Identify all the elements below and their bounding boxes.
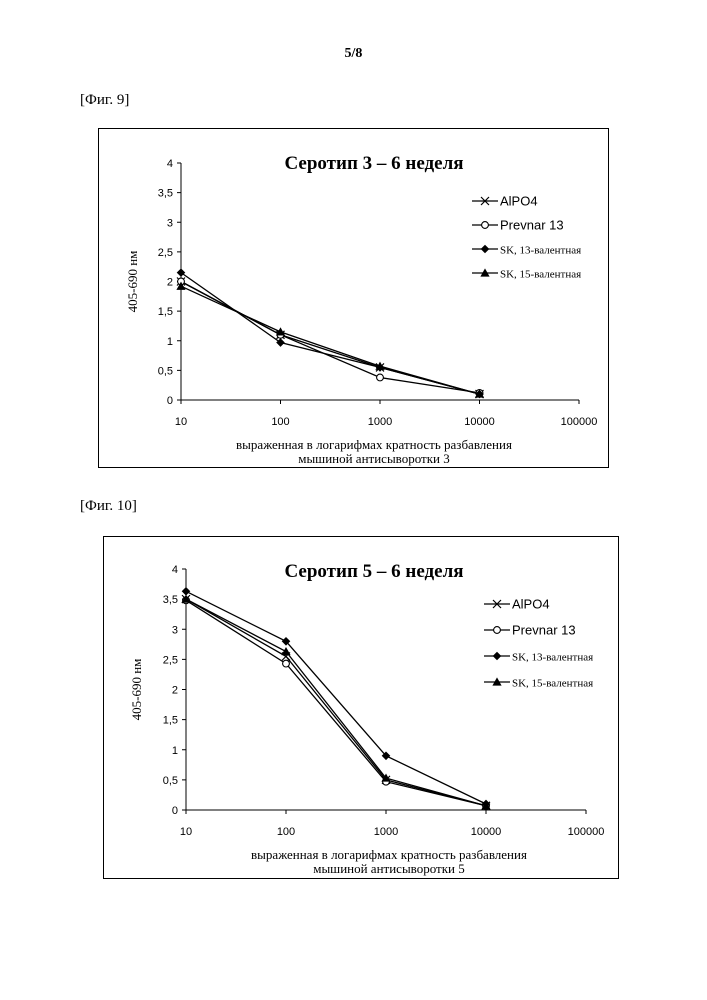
y-axis-label: 405-690 нм (129, 659, 144, 721)
series-line (180, 280, 480, 394)
legend-marker (481, 221, 489, 229)
data-point (475, 389, 484, 399)
legend-item: AlPO4 (472, 194, 538, 209)
series-line (185, 590, 487, 805)
x-axis-label-line2: мышиной антисыворотки 5 (313, 861, 465, 876)
y-tick-label: 3 (172, 624, 178, 636)
page-number: 5/8 (344, 46, 363, 61)
legend-label: SK, 13-валентная (512, 652, 593, 664)
y-tick-label: 0,5 (158, 365, 173, 377)
y-tick-label: 0 (172, 805, 178, 817)
data-point (376, 373, 384, 382)
data-point (176, 281, 186, 290)
series-diamond (176, 268, 484, 399)
y-tick-label: 1 (172, 745, 178, 757)
legend-marker (492, 599, 502, 609)
figure-10-label: [Фиг. 10] (80, 498, 137, 514)
chart-serotype-3-svg: 0 0,5 1 1,5 2 2,5 3 3,5 4 10 100 1000 10000 100000 Сер… (125, 153, 598, 466)
legend-marker (480, 268, 490, 277)
data-point (381, 773, 391, 782)
x-tick-label: 100 (277, 826, 295, 838)
legend-item: Prevnar 13 (484, 623, 576, 638)
y-tick-label: 2 (167, 277, 173, 289)
data-point (375, 363, 385, 372)
series-circle (182, 596, 490, 810)
y-tick-label: 1,5 (158, 306, 173, 318)
legend-label: AlPO4 (500, 194, 538, 209)
chart-title: Серотип 3 – 6 неделя (284, 153, 463, 174)
x-tick-label: 100000 (561, 416, 598, 428)
legend-item: Prevnar 13 (472, 218, 564, 233)
legend-label: AlPO4 (512, 597, 550, 612)
series-line (185, 598, 487, 807)
y-tick-label: 2 (172, 685, 178, 697)
legend-label: SK, 15-валентная (512, 678, 593, 690)
x-tick-label: 1000 (374, 826, 398, 838)
legend-label: Prevnar 13 (512, 623, 576, 638)
x-tick-label: 10000 (464, 416, 495, 428)
legend-item: AlPO4 (484, 597, 550, 612)
data-point (282, 659, 290, 668)
x-axis-label: выраженная в логарифмах кратность разбав… (236, 437, 512, 452)
y-tick-label: 1 (167, 336, 173, 348)
figure-9-label: [Фиг. 9] (80, 92, 130, 108)
legend-label: SK, 13-валентная (500, 245, 581, 257)
series-x (176, 277, 484, 399)
data-point (481, 799, 491, 809)
data-point (275, 327, 286, 336)
data-point (281, 646, 291, 656)
x-tick-label: 10 (175, 416, 187, 428)
series-line (180, 272, 480, 395)
x-axis-label-line2: мышиной антисыворотки 3 (298, 451, 450, 466)
y-tick-label: 3,5 (158, 188, 173, 200)
legend-marker (492, 677, 502, 686)
data-point (276, 338, 285, 347)
y-tick-label: 0,5 (163, 775, 178, 787)
legend-marker (480, 244, 490, 254)
series-diamond (181, 586, 491, 809)
series-line (185, 598, 487, 807)
y-tick-label: 4 (167, 158, 173, 170)
x-tick-label: 100 (271, 416, 289, 428)
chart-title: Серотип 5 – 6 неделя (284, 561, 463, 582)
y-tick-label: 2,5 (163, 654, 178, 666)
x-tick-label: 1000 (368, 416, 392, 428)
legend-item: SK, 13-валентная (472, 245, 581, 257)
legend-label: SK, 15-валентная (500, 269, 581, 281)
x-tick-label: 100000 (568, 826, 605, 838)
y-tick-label: 4 (172, 564, 178, 576)
y-tick-label: 2,5 (158, 247, 173, 259)
series-circle (177, 277, 484, 397)
data-point (381, 751, 391, 761)
x-tick-label: 10 (180, 826, 192, 838)
x-axis-label: выраженная в логарифмах кратность разбав… (251, 847, 527, 862)
data-point (181, 594, 191, 603)
legend-item: SK, 15-валентная (484, 677, 593, 690)
y-tick-label: 0 (167, 395, 173, 407)
chart-serotype-3: 0 0,5 1 1,5 2 2,5 3 3,5 4 10 100 1000 10000 100000 Сер… (98, 128, 609, 468)
series-line (180, 280, 480, 395)
chart-serotype-5: 0 0,5 1 1,5 2 2,5 3 3,5 4 10 100 1000 10000 100000 Сер… (103, 536, 619, 879)
legend-marker (493, 626, 501, 634)
y-tick-label: 3,5 (163, 594, 178, 606)
legend-item: SK, 15-валентная (472, 268, 581, 281)
series-line (180, 285, 480, 395)
y-axis-label: 405-690 нм (125, 251, 140, 313)
chart-serotype-5-svg: 0 0,5 1 1,5 2 2,5 3 3,5 4 10 100 1000 10000 100000 Сер… (129, 561, 605, 876)
data-point (176, 268, 186, 277)
series-triangle (176, 281, 485, 398)
y-tick-label: 1,5 (163, 715, 178, 727)
data-point (281, 637, 291, 646)
legend-marker (492, 651, 502, 661)
legend-marker (480, 196, 490, 206)
x-tick-label: 10000 (471, 826, 502, 838)
legend-label: Prevnar 13 (500, 218, 564, 233)
legend-item: SK, 13-валентная (484, 652, 593, 664)
data-point (181, 586, 191, 596)
series-line (185, 599, 487, 807)
y-tick-label: 3 (167, 217, 173, 229)
